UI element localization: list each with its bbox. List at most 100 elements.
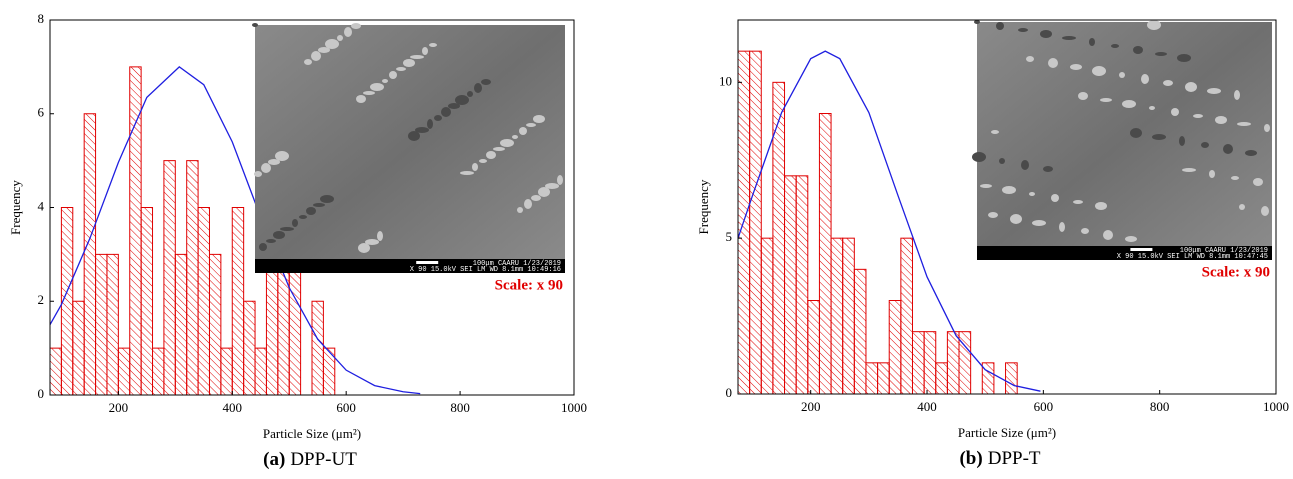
particle <box>500 139 514 147</box>
info-bottom: X 90 15.0kV SEI LM WD 8.1mm 10:47:45 <box>1117 253 1268 261</box>
particle <box>1081 228 1089 234</box>
bar <box>865 362 879 395</box>
info-bar <box>977 246 1272 260</box>
particle <box>1070 64 1082 70</box>
particle <box>254 171 262 177</box>
particle <box>415 127 429 133</box>
particle <box>1215 116 1227 124</box>
particle <box>325 39 339 49</box>
particle <box>524 199 532 209</box>
particle <box>1103 230 1113 240</box>
particle <box>311 51 321 61</box>
bar <box>208 253 222 396</box>
particle <box>377 231 383 241</box>
bar <box>231 207 245 396</box>
info-top: 100μm CAARU 1/23/2019 <box>1180 247 1268 255</box>
x-axis-label: Particle Size (μm²) <box>958 425 1056 440</box>
particle <box>1040 30 1052 38</box>
particle <box>545 183 559 189</box>
particle <box>275 151 289 161</box>
particle <box>472 163 478 171</box>
bar <box>877 362 890 395</box>
particle <box>1089 38 1095 46</box>
particle <box>427 119 433 129</box>
y-tick-label: 0 <box>726 385 733 400</box>
particle <box>1147 20 1161 30</box>
particle <box>455 95 469 105</box>
particle <box>306 207 316 215</box>
particle <box>1171 108 1179 116</box>
bar <box>83 113 97 396</box>
x-tick-label: 600 <box>336 400 356 415</box>
particle <box>261 163 271 173</box>
particle <box>304 59 312 65</box>
x-tick-label: 800 <box>450 400 470 415</box>
particle <box>358 243 370 253</box>
caption: (b) DPP-T <box>959 448 1040 469</box>
bar <box>760 237 774 395</box>
bar <box>853 268 867 395</box>
particle <box>999 158 1005 164</box>
bar <box>95 253 108 396</box>
particle <box>389 71 397 79</box>
bar <box>186 160 199 396</box>
particle <box>1179 136 1185 146</box>
bar <box>842 237 855 395</box>
particle <box>1245 150 1257 156</box>
particle <box>1207 88 1221 94</box>
sem-image <box>977 22 1272 260</box>
particle <box>467 91 473 97</box>
x-tick-label: 200 <box>801 399 821 414</box>
particle <box>1092 66 1106 76</box>
bar <box>830 237 844 395</box>
particle <box>519 127 527 135</box>
bar <box>1005 362 1018 395</box>
particle <box>1002 186 1016 194</box>
bar <box>946 331 960 395</box>
bar <box>900 237 913 395</box>
x-tick-label: 1000 <box>1263 399 1289 414</box>
caption-text: DPP-T <box>988 448 1041 469</box>
y-tick-label: 2 <box>38 292 45 307</box>
x-tick-label: 400 <box>223 400 243 415</box>
particle <box>974 20 980 24</box>
particle <box>1018 28 1028 32</box>
particle <box>512 135 518 139</box>
particle <box>481 79 491 85</box>
bar <box>163 160 176 396</box>
particle <box>370 83 384 91</box>
particle <box>1078 92 1088 100</box>
bar <box>243 300 256 396</box>
particle <box>1223 144 1233 154</box>
fit-curve <box>737 50 1041 392</box>
particle <box>1209 170 1215 178</box>
particle <box>1130 128 1142 138</box>
y-tick-label: 0 <box>38 386 45 401</box>
bar <box>129 66 142 396</box>
x-tick-label: 400 <box>917 399 937 414</box>
particle <box>1141 74 1149 84</box>
particle <box>280 227 294 231</box>
particle <box>1239 204 1245 210</box>
y-tick-label: 8 <box>38 11 45 26</box>
particle <box>292 219 298 227</box>
particle <box>337 35 343 41</box>
y-tick-label: 5 <box>726 229 733 244</box>
particle <box>493 147 505 151</box>
info-bottom: X 90 15.0kV SEI LM WD 8.1mm 10:49:16 <box>410 266 561 274</box>
particle <box>538 187 550 197</box>
bar <box>923 331 937 395</box>
bar <box>72 300 85 396</box>
particle <box>408 131 420 141</box>
particle <box>1111 44 1119 48</box>
particle <box>1010 214 1022 224</box>
bar <box>795 175 809 395</box>
particle <box>1253 178 1263 186</box>
particle <box>410 55 424 59</box>
caption-label: (b) <box>959 448 982 469</box>
particle <box>1237 122 1251 126</box>
bar <box>220 347 233 396</box>
particle <box>531 195 541 201</box>
info-top: 100μm CAARU 1/23/2019 <box>473 260 561 268</box>
particle <box>1032 220 1046 226</box>
